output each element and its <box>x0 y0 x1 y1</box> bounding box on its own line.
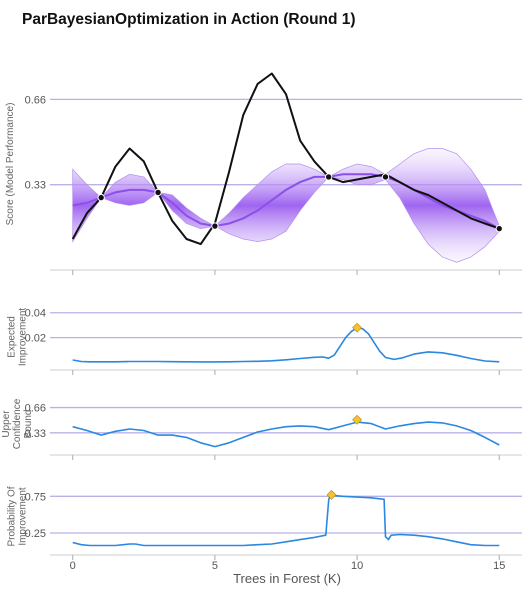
ei-line <box>72 326 500 363</box>
y-tick-label: 0.33 <box>25 180 46 192</box>
observed-point <box>154 188 162 197</box>
y-axis-label: ExpectedImprovement <box>7 308 29 367</box>
observed-point <box>381 173 390 181</box>
y-tick-label: 0.66 <box>25 94 46 106</box>
ucb-line <box>72 421 500 448</box>
x-tick-label: 5 <box>212 560 218 572</box>
y-tick-label: 0.66 <box>25 403 46 415</box>
y-tick-label: 0.04 <box>25 308 46 320</box>
y-axis-label-line: Upper <box>1 410 12 438</box>
y-axis-label: Probability OfImprovement <box>7 486 29 546</box>
y-axis-label-line: Expected <box>7 316 18 358</box>
gp-confidence-band <box>72 148 500 263</box>
observed-point <box>97 193 105 202</box>
y-tick-label: 0.75 <box>25 491 46 503</box>
y-tick-label: 0.25 <box>25 528 46 540</box>
max-marker <box>326 489 337 500</box>
y-axis-label-line: Score (Model Performance) <box>5 103 16 226</box>
observed-point <box>495 224 503 233</box>
true-function-line <box>71 72 500 246</box>
x-tick-label: 0 <box>70 560 76 572</box>
max-marker <box>352 322 363 333</box>
y-axis-label-line: Confidence <box>12 398 23 449</box>
x-tick-label: 15 <box>493 560 505 572</box>
gp-mean-line <box>72 173 500 230</box>
y-axis-label-line: Probability Of <box>7 486 18 546</box>
y-axis-label-line: Improvement <box>18 308 29 367</box>
x-axis-label: Trees in Forest (K) <box>233 571 341 586</box>
max-marker <box>352 414 363 425</box>
y-tick-label: 0.33 <box>25 428 46 440</box>
pi-line <box>72 494 500 547</box>
x-tick-label: 10 <box>351 560 363 572</box>
observed-point <box>324 173 333 181</box>
y-axis-label-line: Bound <box>23 410 34 439</box>
y-axis-label-line: Improvement <box>18 487 29 546</box>
y-tick-label: 0.02 <box>25 333 46 345</box>
y-axis-label: Score (Model Performance) <box>5 103 16 226</box>
chart-title: ParBayesianOptimization in Action (Round… <box>22 11 356 28</box>
y-axis-label: UpperConfidenceBound <box>1 398 34 449</box>
observed-point <box>211 222 219 230</box>
panels: 0.33 0.66 Score (Model Performance) 0.02 0.0… <box>1 72 522 572</box>
panel-gp: 0.33 0.66 Score (Model Performance) <box>5 72 522 275</box>
